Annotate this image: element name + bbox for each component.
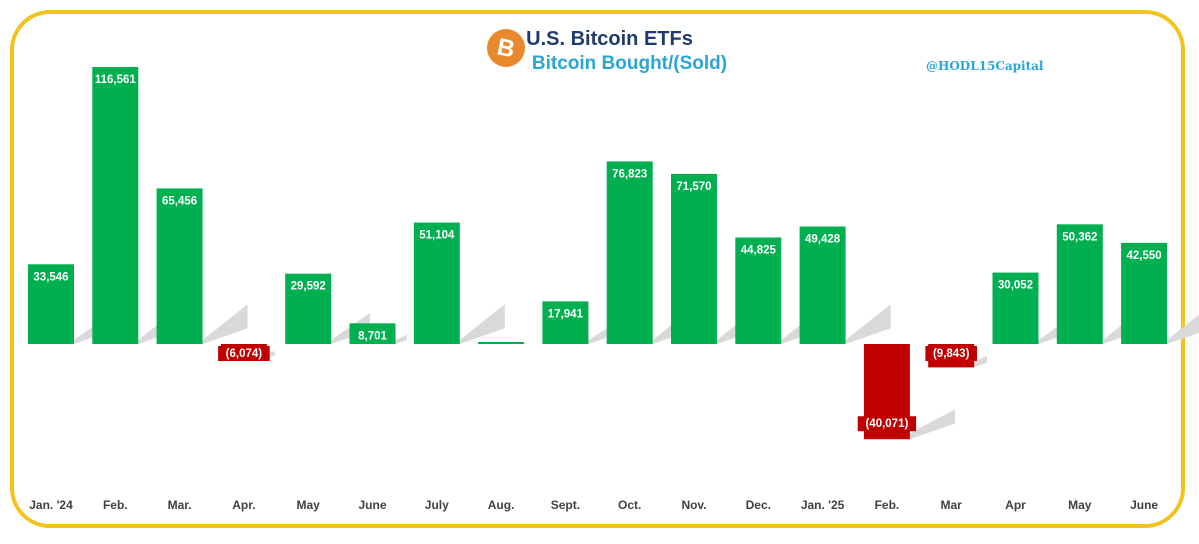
data-label: 51,104: [419, 230, 455, 242]
x-tick-label: Oct.: [618, 498, 641, 512]
bar: [799, 226, 846, 344]
bar: [542, 301, 589, 344]
bar: [478, 342, 525, 344]
data-label-box: [925, 346, 977, 361]
x-tick-label: Jan. '24: [29, 498, 73, 512]
x-tick-label: May: [1068, 498, 1092, 512]
data-label: 71,570: [676, 181, 711, 193]
x-tick-label: June: [358, 498, 386, 512]
x-tick-label: Mar: [941, 498, 963, 512]
bar-shadow: [202, 304, 248, 344]
x-tick-label: Apr.: [232, 498, 255, 512]
bar: [285, 273, 332, 344]
data-label: 50,362: [1062, 231, 1097, 243]
x-tick-label: Feb.: [103, 498, 128, 512]
data-label: (9,843): [933, 348, 970, 360]
x-tick-label: Apr: [1005, 498, 1026, 512]
bar-shadow: [588, 325, 612, 344]
x-tick-label: July: [425, 498, 449, 512]
data-label: 17,941: [548, 308, 584, 320]
x-tick-label: June: [1130, 498, 1158, 512]
bar: [349, 323, 396, 344]
bar: [671, 173, 717, 344]
data-label: 30,052: [998, 280, 1033, 292]
chart-frame: [10, 10, 1185, 528]
source-handle: @HODL15Capital: [926, 59, 1044, 73]
data-label: 49,428: [805, 234, 841, 246]
data-label: 116,561: [95, 74, 137, 86]
x-tick-label: Nov.: [681, 498, 706, 512]
bitcoin-icon: B: [487, 29, 525, 67]
x-tick-label: Aug.: [488, 498, 515, 512]
chart-title: U.S. Bitcoin ETFs: [526, 28, 693, 50]
svg-text:B: B: [495, 33, 518, 63]
x-tick-label: Dec.: [746, 498, 771, 512]
data-label: 76,823: [612, 168, 647, 180]
x-tick-label: Jan. '25: [801, 498, 845, 512]
bar: [28, 264, 74, 344]
x-tick-label: Feb.: [875, 498, 900, 512]
chart-subtitle: Bitcoin Bought/(Sold): [531, 53, 728, 74]
data-label: (40,071): [865, 418, 908, 430]
bar: [413, 222, 460, 344]
bar-shadow: [974, 355, 988, 368]
bar-shadow: [459, 304, 505, 344]
data-label-box: [857, 416, 917, 432]
bar: [606, 161, 653, 344]
bar-shadow: [909, 409, 955, 440]
bar-shadow: [1167, 314, 1199, 344]
data-label: (6,074): [226, 348, 263, 360]
data-label: 42,550: [1127, 250, 1162, 262]
bar: [1056, 224, 1103, 344]
x-tick-label: Mar.: [168, 498, 192, 512]
x-tick-label: May: [297, 498, 321, 512]
bar-shadow: [845, 304, 891, 344]
data-label: 65,456: [162, 195, 197, 207]
bar: [156, 188, 203, 344]
bar: [735, 237, 782, 344]
data-label: 33,546: [33, 271, 68, 283]
data-label-box: [218, 346, 270, 361]
x-tick-label: Sept.: [551, 498, 580, 512]
bar: [992, 272, 1039, 344]
data-label: 44,825: [741, 244, 777, 256]
data-label: 29,592: [291, 281, 326, 293]
bar: [1121, 242, 1168, 344]
bar-shadow: [395, 334, 407, 344]
bar: [92, 67, 139, 344]
data-label: 8,701: [358, 330, 387, 342]
